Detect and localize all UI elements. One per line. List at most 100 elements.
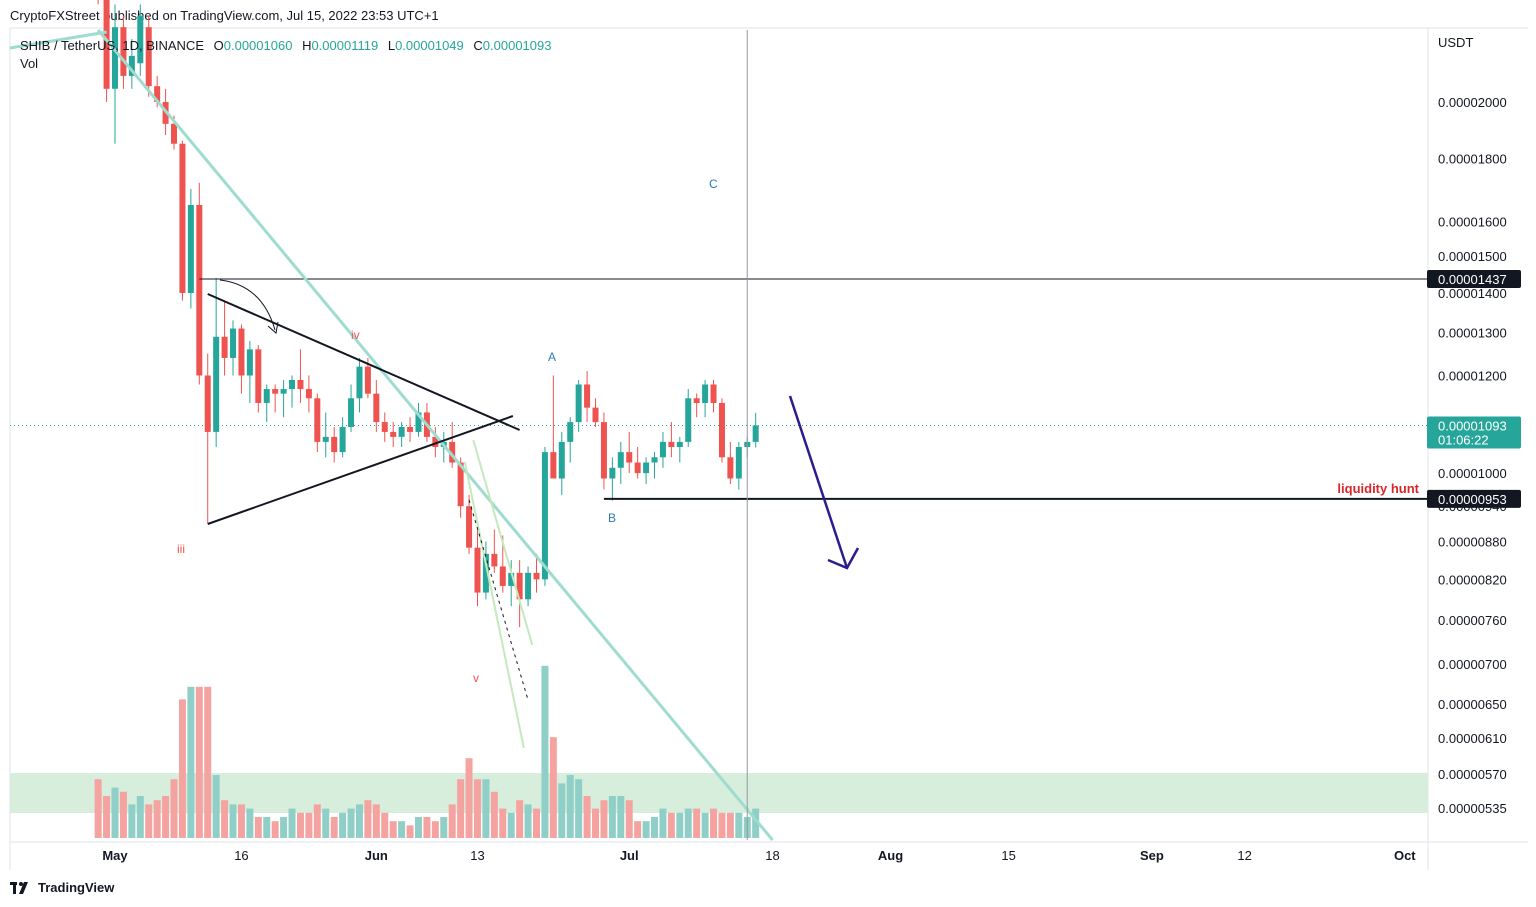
candle-body — [179, 143, 186, 293]
time-axis: May 16 Jun 13 Jul 18 Aug 15 Sep 12 Oct — [102, 848, 1416, 863]
volume-bar — [330, 817, 338, 838]
volume-bar — [111, 787, 119, 838]
candle-body — [508, 572, 515, 586]
volume-bar — [389, 821, 397, 838]
price-tick-label: 0.00000760 — [1438, 613, 1507, 628]
volume-bar — [701, 812, 709, 838]
low-value: 0.00001049 — [395, 38, 464, 53]
high-value: 0.00001119 — [311, 38, 379, 53]
level-price-badge — [1427, 269, 1521, 288]
wedge-upper-line — [472, 439, 534, 646]
current-price-badge — [1427, 416, 1521, 449]
open-value: 0.00001060 — [223, 38, 293, 53]
volume-bar — [178, 699, 186, 838]
volume-bar — [313, 804, 321, 838]
volume-bar — [204, 686, 212, 838]
bearish-arrow-head-icon — [827, 547, 860, 570]
candle-body — [643, 462, 650, 474]
candle-body — [752, 425, 759, 442]
symbol-legend: SHIB / TetherUS, 1D, BINANCE O0.00001060… — [20, 38, 551, 53]
candle-body — [246, 349, 253, 376]
volume-bar — [263, 817, 271, 838]
wave-label-iv: iv — [351, 328, 360, 342]
volume-bar — [237, 804, 245, 838]
candle-body — [592, 407, 599, 423]
volume-bar — [482, 779, 490, 838]
candle-body — [651, 457, 658, 463]
candle-body — [381, 422, 388, 432]
candle-body — [600, 422, 607, 479]
price-tick-label: 0.00001800 — [1438, 151, 1507, 166]
candle-body — [626, 452, 633, 463]
candle-body — [407, 426, 414, 432]
volume-bar — [423, 817, 431, 838]
volume-bar — [136, 796, 144, 838]
candle-body — [668, 441, 675, 447]
tradingview-footer: TradingView — [10, 880, 114, 895]
volume-bar — [625, 800, 633, 838]
candle-body — [693, 398, 700, 403]
volume-bar — [651, 817, 659, 838]
wave-label-v: v — [473, 671, 479, 685]
candle-body — [196, 204, 203, 376]
volume-bar — [541, 665, 549, 838]
candle-body — [567, 422, 574, 442]
low-label: L — [387, 38, 396, 53]
volume-bar — [516, 800, 524, 838]
volume-bar — [558, 783, 566, 838]
price-tick-label: 0.00000570 — [1438, 767, 1507, 782]
candle-body — [120, 27, 127, 76]
candle-body — [558, 441, 565, 479]
candle-body — [373, 393, 380, 423]
level-price-badge — [1427, 489, 1521, 508]
volume-bar — [254, 817, 262, 838]
volume-bar — [533, 808, 540, 838]
volume-bar — [448, 804, 456, 838]
volume-bar — [187, 686, 195, 838]
price-tick-label: 0.00000700 — [1438, 657, 1507, 672]
volume-bar — [246, 808, 254, 838]
price-tick-label: 0.00000610 — [1438, 731, 1507, 746]
candle-body — [356, 366, 363, 399]
price-tick-label: 0.00000880 — [1438, 535, 1507, 550]
volume-bar — [355, 804, 363, 838]
candle-body — [331, 436, 338, 453]
price-axis-unit: USDT — [1438, 35, 1473, 50]
symbol-title[interactable]: SHIB / TetherUS, 1D, BINANCE — [20, 38, 204, 53]
volume-bar — [524, 804, 532, 838]
candle-body — [609, 467, 616, 479]
candle-body — [415, 412, 422, 432]
volume-bar — [608, 796, 616, 838]
volume-bar — [617, 796, 625, 838]
candle-body — [466, 506, 473, 548]
time-tick-label: Jul — [620, 848, 639, 863]
volume-bar — [322, 808, 330, 838]
volume-bar — [372, 804, 380, 838]
candle-body — [230, 328, 237, 358]
volume-bar — [710, 808, 718, 838]
open-label: O — [213, 38, 224, 53]
price-tick-label: 0.00000535 — [1438, 801, 1507, 816]
triangle-upper-line — [207, 293, 521, 431]
candle-body — [305, 389, 312, 399]
volume-zone-highlight — [10, 773, 1428, 813]
candle-body — [525, 572, 532, 600]
candle-body — [735, 446, 742, 479]
candle-body — [289, 379, 296, 390]
price-tick-label: 0.00001300 — [1438, 326, 1507, 341]
candle-body — [322, 436, 329, 442]
time-tick-label: Jun — [365, 848, 388, 863]
candle-body — [516, 572, 523, 600]
volume-indicator-label[interactable]: Vol — [20, 56, 39, 71]
candle-body — [533, 572, 540, 580]
volume-bar — [381, 812, 389, 838]
volume-bar — [575, 779, 583, 838]
candle-body — [482, 553, 489, 593]
candle-body — [432, 436, 439, 447]
trendline-extension — [9, 30, 107, 50]
candle-body — [710, 384, 717, 403]
wave-label-iii: iii — [177, 542, 185, 556]
time-tick-label: 16 — [234, 848, 248, 863]
price-tick-label: 0.00001400 — [1438, 286, 1507, 301]
